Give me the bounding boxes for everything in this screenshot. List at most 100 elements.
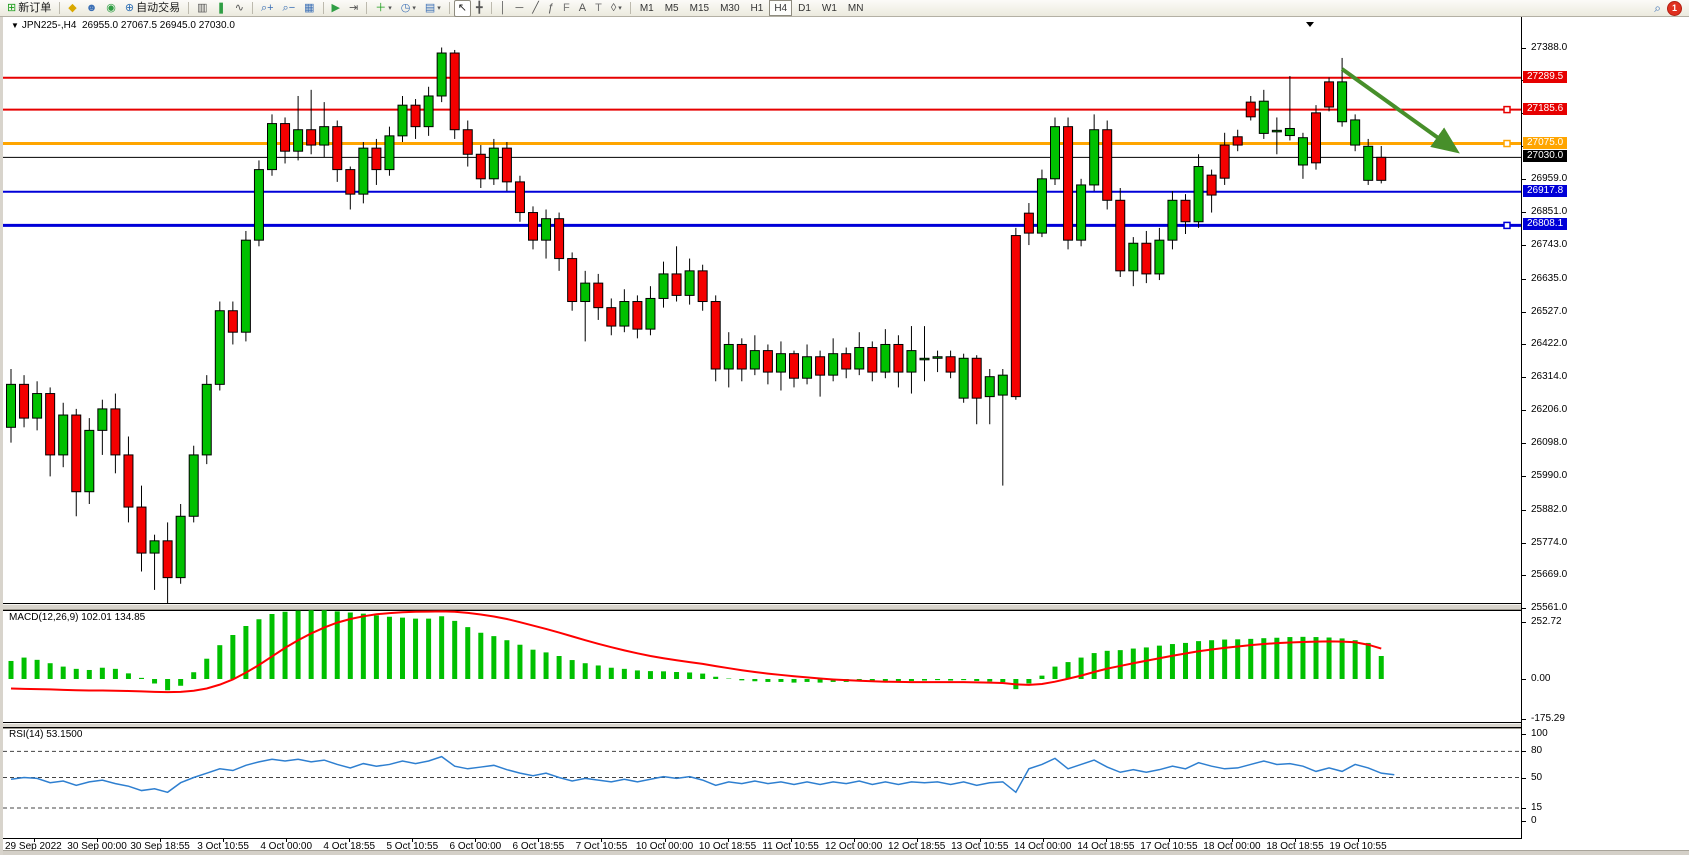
time-tick-label: 12 Oct 00:00	[825, 841, 883, 852]
rsi-panel-canvas[interactable]	[3, 727, 1521, 839]
rsi-line	[10, 755, 1395, 794]
candle-body	[1141, 242, 1152, 275]
text-button[interactable]: A	[575, 0, 590, 17]
cursor-button[interactable]: ↖	[453, 0, 471, 17]
axis-tick	[1522, 777, 1526, 779]
timeframe-m1-button[interactable]: M1	[639, 2, 654, 14]
price-tick-label: 25990.0	[1531, 470, 1568, 482]
timeframe-m30-button[interactable]: M30	[720, 2, 740, 14]
vertical-line-button[interactable]: │	[496, 0, 511, 17]
panel-splitter-macd[interactable]	[3, 604, 1689, 610]
market-watch-icon[interactable]: ◆	[64, 0, 80, 17]
time-axis[interactable]: 29 Sep 2022 30 Sep 00:00 30 Sep 18:55 3 Oct…	[3, 839, 1689, 852]
candlestick-chart-icon: ❚	[216, 1, 226, 14]
zoom-in-icon: ⌕+	[260, 1, 274, 14]
price-chart-canvas[interactable]	[3, 17, 1521, 604]
macd-axis-label: 0.00	[1531, 673, 1551, 684]
horizontal-line-button[interactable]: ─	[512, 0, 528, 17]
candle-body	[410, 104, 421, 128]
zoom-out-icon: ⌕−	[282, 1, 296, 14]
time-tick-label: 13 Oct 10:55	[951, 841, 1009, 852]
candle-body	[645, 297, 656, 330]
candle-body	[436, 52, 447, 97]
timeframe-h1-button[interactable]: H1	[750, 2, 764, 14]
candle-body	[253, 169, 264, 241]
timeframe-w1-button[interactable]: W1	[821, 2, 837, 14]
autotrading-icon: ⊕	[124, 1, 135, 14]
candle-body	[1258, 100, 1269, 134]
signals-icon[interactable]: ◉	[102, 0, 120, 17]
candle-body	[449, 52, 460, 131]
chart-shift-button[interactable]: ⇥	[345, 0, 362, 17]
price-tick-label: 25561.0	[1531, 602, 1568, 613]
axis-tick	[1522, 679, 1526, 680]
price-tick-label: 25669.0	[1531, 568, 1568, 580]
candle-body	[162, 540, 173, 579]
line-handle[interactable]	[1503, 139, 1511, 148]
indicators-button[interactable]: ＋ ▾	[371, 0, 396, 17]
timeframe-h4-button[interactable]: H4	[769, 0, 793, 16]
price-tick-label: 26098.0	[1531, 437, 1568, 449]
chart-shift-marker[interactable]	[1306, 22, 1314, 27]
candle-body	[984, 376, 995, 398]
time-tick-label: 4 Oct 18:55	[323, 841, 376, 852]
autotrading-button[interactable]: ⊕ 自动交易	[121, 0, 184, 17]
templates-icon: ▤	[424, 1, 436, 14]
macd-signal-line	[10, 610, 1382, 694]
candle-body	[671, 273, 682, 296]
candle-body	[775, 353, 786, 373]
chevron-down-icon[interactable]: ▼	[11, 21, 19, 30]
axis-tick	[1522, 376, 1526, 378]
rsi-axis-label: 15	[1531, 801, 1543, 813]
timeframe-m15-button[interactable]: M15	[689, 2, 710, 14]
notification-badge[interactable]: 1	[1667, 0, 1682, 16]
candle-body	[684, 270, 695, 296]
candle-body	[697, 270, 708, 303]
timeframe-mn-button[interactable]: MN	[847, 2, 864, 14]
periods-button[interactable]: ◷ ▾	[397, 0, 420, 17]
candle-body	[593, 282, 604, 309]
crosshair-button[interactable]: ╋	[472, 0, 487, 17]
line-chart-button[interactable]: ∿	[231, 0, 248, 17]
toolbar-separator	[366, 2, 368, 14]
candle-body	[332, 126, 343, 171]
tile-windows-button[interactable]: ▦	[300, 0, 318, 17]
zoom-out-button[interactable]: ⌕−	[279, 0, 300, 17]
candle-body	[240, 239, 251, 333]
trendline-button[interactable]: ╱	[528, 0, 543, 17]
chart-shift-icon: ⇥	[349, 1, 359, 14]
current-price-label: 27030.0	[1523, 150, 1568, 163]
templates-button[interactable]: ▤ ▾	[421, 0, 445, 17]
candle-body	[488, 147, 499, 180]
fibonacci-button[interactable]: ƒ	[544, 0, 558, 17]
trend-arrow[interactable]	[1340, 67, 1460, 154]
line-price-label: 27075.0	[1523, 136, 1568, 149]
line-handle[interactable]	[1503, 105, 1511, 114]
line-handle[interactable]	[1503, 221, 1511, 230]
zoom-in-button[interactable]: ⌕+	[257, 0, 278, 17]
candle-body	[841, 353, 852, 370]
price-tick-label: 26206.0	[1531, 404, 1568, 416]
data-window-icon[interactable]: ☻	[82, 0, 102, 17]
candle-body	[749, 350, 760, 370]
axis-tick	[1522, 574, 1526, 576]
bar-chart-button[interactable]: ▥	[193, 0, 211, 17]
chart-window: ▼ JPN225-,H4 26955.0 27067.5 26945.0 2703…	[0, 17, 1689, 855]
price-axis[interactable]: 27388.027281.027173.027066.026959.026851…	[1521, 17, 1689, 851]
axis-tick	[1522, 476, 1526, 478]
search-icon[interactable]: ⌕	[1654, 0, 1661, 15]
channel-button[interactable]: F	[559, 0, 574, 17]
macd-panel-canvas[interactable]	[3, 610, 1521, 723]
axis-tick	[1522, 278, 1526, 280]
panel-splitter-rsi[interactable]	[3, 723, 1689, 729]
time-tick-label: 3 Oct 10:55	[197, 841, 249, 852]
text-label-button[interactable]: T	[591, 0, 606, 17]
arrows-button[interactable]: ◊ ▾	[607, 0, 626, 17]
candle-body	[1154, 239, 1165, 275]
candlestick-chart-button[interactable]: ❚	[213, 0, 230, 17]
auto-scroll-button[interactable]: ▶	[328, 0, 344, 17]
timeframe-m5-button[interactable]: M5	[664, 2, 679, 14]
timeframe-d1-button[interactable]: D1	[798, 2, 811, 14]
new-order-button[interactable]: ⊞ 新订单	[3, 0, 55, 17]
candle-body	[880, 343, 891, 373]
